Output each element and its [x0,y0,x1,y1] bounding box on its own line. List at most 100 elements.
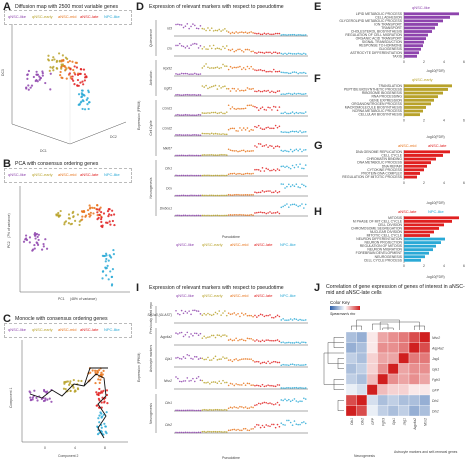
panel-a-point [26,77,29,80]
strip-point [224,310,226,312]
panel-a-plot: DC1 DC2 DC3 [1,24,127,153]
strip-point [304,92,307,95]
strip-point [216,66,219,68]
heatmap-cell [366,363,378,375]
strip-point [220,87,222,89]
panel-b-point [108,213,111,216]
strip-point [190,357,192,360]
strip-point [293,71,296,73]
strip-point [267,212,269,214]
strip-point [227,214,230,216]
go-term-label: GENE EXPRESSION [369,98,402,102]
strip-point [220,214,222,217]
strip-point [297,423,299,426]
strip-point [214,430,217,433]
strip-point [271,127,273,130]
strip-point [199,25,202,27]
strip-point [194,133,196,136]
panel-b-point [69,223,72,226]
strip-point [218,28,221,31]
strip-point [231,313,234,315]
panel-b-point [112,253,115,256]
strip-point [303,131,305,133]
go-bar [404,251,429,255]
strip-point [233,406,236,408]
gene-label: Slc1a3 (GLAST) [147,313,172,317]
strip-point [177,44,179,47]
strip-point [263,401,266,404]
strip-point [205,431,207,433]
strip-point [289,421,292,424]
heatmap-row-label: Jag1 [431,357,439,361]
strip-point [295,111,298,114]
strip-point [261,190,264,192]
strip-point [286,165,288,168]
strip-point [304,203,307,206]
strip-point [269,190,271,192]
panel-a-point [82,99,85,103]
strip-point [180,45,183,47]
panel-b-point [98,213,101,216]
panel-a-point [76,84,79,87]
strip-point [195,310,198,312]
panel-c-point [29,396,32,399]
strip-point [280,206,283,209]
strip-point [199,379,202,382]
panel-d-xlabel: Pseudotime [222,235,240,239]
strip-point [225,133,228,136]
strip-point [254,168,256,171]
strip-point [304,53,307,55]
strip-point [233,172,236,175]
panel-b-point [45,247,49,250]
strip-point [214,154,217,156]
strip-point [210,194,213,197]
panel-c-point [95,391,98,394]
strip-point [237,214,239,216]
go-term-label: REGULATION OF CELL MIGRATION [345,33,402,37]
strip-point [235,314,237,316]
panel-c-point [40,397,43,401]
panel-b-point [100,216,103,219]
panel-b-point [86,209,90,212]
panel-a-point [81,107,84,111]
axis-note-pc2: (7% of variance) [7,213,11,238]
strip-point [291,399,294,402]
strip-point [233,150,236,152]
strip-point [284,111,286,114]
heatmap-cell [377,405,389,417]
strip-point [289,112,292,114]
strip-point [207,132,209,135]
panel-c-point [98,421,101,424]
strip-point [197,334,200,336]
heatmap-cell [408,384,420,396]
strip-point [261,69,264,72]
strip-point [256,403,258,406]
strip-point [175,174,177,177]
panel-b-point [101,270,105,273]
heatmap-cell [377,363,389,375]
go-bar [404,223,444,227]
panel-a-point [86,97,89,100]
heatmap-cell [377,373,389,385]
strip-point [271,212,273,214]
strip-point [252,105,254,108]
strip-point [291,111,294,113]
strip-point [180,154,183,157]
strip-point [286,112,288,115]
strip-point [282,33,284,36]
panel-c-point [97,391,100,395]
strip-point [233,50,236,53]
panel-c-point [29,391,32,394]
strip-point [244,129,247,131]
strip-point [293,166,296,169]
strip-point [225,154,228,156]
strip-point [212,111,215,114]
panel-c-point [48,397,51,400]
strip-point [276,90,279,93]
panel-a-point [77,93,81,96]
strip-point [280,319,283,321]
strip-point [178,332,181,334]
strip-point [278,190,281,193]
